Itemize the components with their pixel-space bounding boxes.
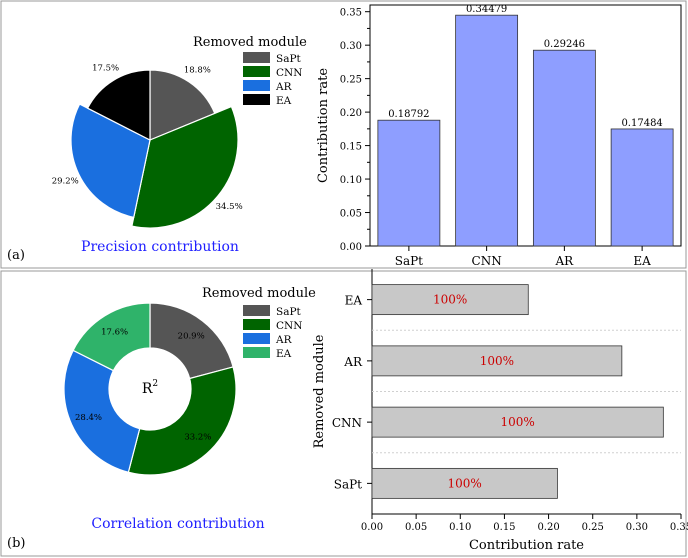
donut-b-slice-ea (72, 302, 151, 372)
pie-a-label-cnn: 34.5% (216, 202, 243, 212)
hbar-b-xtick-label: 0.15 (493, 522, 515, 533)
bar-a-value-ar: 0.29246 (544, 39, 585, 50)
legend-a-label-cnn: CNN (276, 67, 302, 79)
bar-a-ytick-label: 0.30 (340, 41, 362, 52)
hbar-b-xtick-label: 0.20 (537, 522, 559, 533)
hbar-b-value-ar: 100% (480, 354, 514, 368)
bar-a-value-ea: 0.17484 (621, 118, 662, 129)
hbar-b-ytick-label-ar: AR (343, 355, 363, 369)
donut-b-slice-ar (63, 349, 141, 473)
pie-a-slice-cnn (131, 105, 239, 229)
legend-b-label-ea: EA (276, 348, 292, 360)
hbar-b-ar (371, 345, 623, 377)
pie-chart-a: 18.8% 34.5% 29.2% 17.5% (52, 64, 243, 229)
donut-b-label-cnn: 33.2% (184, 433, 211, 443)
hbar-b-sapt (371, 467, 558, 499)
pie-a-slice-ar (70, 103, 151, 219)
hbar-b-ytick-label-ea: EA (345, 294, 363, 308)
legend-a-label-ar: AR (275, 81, 293, 93)
bar-a-ylabel: Contribution rate (316, 68, 331, 183)
hbar-b-cnn (371, 406, 664, 438)
hbar-b-xtick-label: 0.35 (670, 522, 688, 533)
legend-b-swatch-sapt (243, 305, 270, 316)
caption-a: Precision contribution (81, 239, 239, 255)
hbar-b-xtick-label: 0.05 (405, 522, 427, 533)
legend-b-label-sapt: SaPt (276, 306, 302, 318)
legend-a-swatch-cnn (243, 66, 270, 77)
bar-a-ytick-label: 0.25 (340, 75, 362, 86)
legend-a-swatch-ar (243, 80, 270, 91)
pie-a-label-ea: 17.5% (92, 64, 119, 74)
legend-b-label-cnn: CNN (276, 320, 302, 332)
bar-a-value-cnn: 0.34479 (466, 4, 507, 15)
legend-b-swatch-cnn (243, 319, 270, 330)
legend-title-a: Removed module (193, 35, 307, 50)
bar-a-cnn (455, 14, 519, 247)
pie-a-label-sapt: 18.8% (184, 65, 211, 75)
bar-chart-a: 0.00 0.05 0.10 0.15 0.20 0.25 0.30 0.35 Contribu… (316, 4, 682, 268)
bar-a-ytick-label: 0.05 (340, 209, 362, 220)
pie-a-slice-sapt (149, 69, 216, 141)
legend-b-swatch-ea (243, 347, 270, 358)
hbar-b-xtick-label: 0.30 (626, 522, 648, 533)
hbar-b-xtick-label: 0.25 (582, 522, 604, 533)
bar-a-ytick-label: 0.10 (340, 175, 362, 186)
hbar-b-ytick-label-sapt: SaPt (334, 477, 362, 491)
pie-a-slice-ea (86, 69, 151, 141)
bar-a-ytick-label: 0.35 (340, 8, 362, 19)
bar-a-ytick-label: 0.20 (340, 108, 362, 119)
bar-a-xtick-label-cnn: CNN (472, 254, 502, 268)
panel-label-a: (a) (7, 248, 25, 263)
bar-a-plot-frame (369, 4, 682, 247)
panel-a-frame (0, 0, 687, 269)
bar-a-ea (610, 128, 674, 247)
bar-a-ytick-label: 0.00 (340, 242, 362, 253)
hbar-b-xtick-label: 0.00 (361, 522, 383, 533)
legend-b-label-ar: AR (275, 334, 293, 346)
panel-b-frame (0, 270, 687, 557)
donut-center-label: R2 (142, 379, 158, 397)
donut-b-label-sapt: 20.9% (178, 332, 205, 342)
legend-title-b: Removed module (202, 286, 316, 301)
bar-a-xtick-label-ar: AR (555, 254, 575, 268)
bar-a-ar (532, 49, 596, 247)
caption-b: Correlation contribution (91, 516, 264, 532)
donut-center-r: R (142, 381, 153, 397)
bar-a-xtick-label-sapt: SaPt (395, 254, 423, 268)
legend-b: Removed module SaPt CNN AR EA (202, 286, 316, 360)
legend-a-label-sapt: SaPt (276, 53, 302, 65)
legend-a-swatch-sapt (243, 52, 270, 63)
donut-b-label-ar: 28.4% (75, 413, 102, 423)
hbar-b-xlabel: Contribution rate (469, 538, 584, 553)
donut-b-label-ea: 17.6% (101, 328, 128, 338)
hbar-b-value-ea: 100% (433, 293, 467, 307)
hbar-b-value-sapt: 100% (448, 476, 482, 490)
hbar-chart-b: 0.00 0.05 0.10 0.15 0.20 0.25 0.30 0.35 Contribu… (312, 269, 688, 553)
donut-center-sup: 2 (152, 379, 158, 389)
donut-chart-b: 20.9% 33.2% 28.4% 17.6% (63, 302, 237, 476)
legend-a: Removed module SaPt CNN AR EA (193, 35, 307, 107)
bar-a-xtick-label-ea: EA (633, 254, 651, 268)
hbar-b-ylabel: Removed module (312, 334, 327, 448)
bar-a-ytick-label: 0.15 (340, 142, 362, 153)
legend-a-swatch-ea (243, 94, 270, 105)
hbar-b-value-cnn: 100% (501, 415, 535, 429)
pie-a-label-ar: 29.2% (52, 177, 79, 187)
hbar-b-ytick-label-cnn: CNN (332, 416, 362, 430)
hbar-b-xtick-label: 0.10 (449, 522, 471, 533)
bar-a-value-sapt: 0.18792 (388, 109, 429, 120)
panel-label-b: (b) (7, 536, 25, 551)
donut-b-slice-cnn (127, 366, 237, 476)
legend-a-label-ea: EA (276, 95, 292, 107)
legend-b-swatch-ar (243, 333, 270, 344)
bar-a-sapt (377, 119, 441, 247)
